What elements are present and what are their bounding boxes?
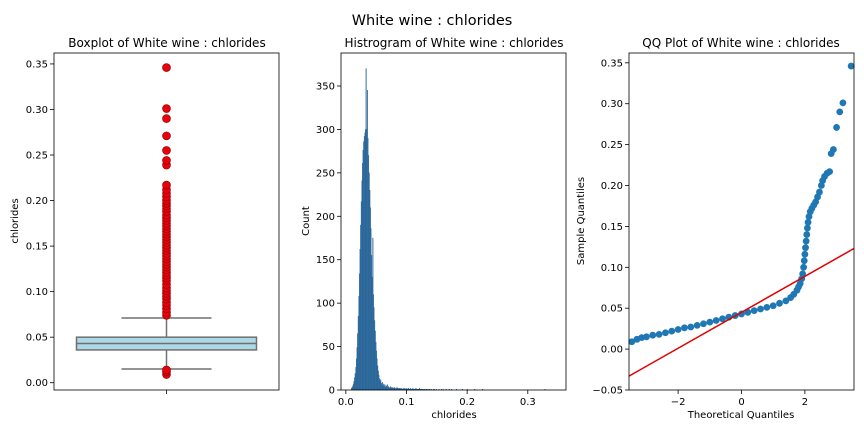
x-tick-label: 0.2 bbox=[459, 397, 475, 408]
qq-point bbox=[763, 303, 771, 311]
boxplot-plot-area: 0.00 0.05 0.10 0.15 0.20 0.25 0.30 0.35 bbox=[26, 52, 280, 394]
qq-point bbox=[674, 326, 682, 333]
qq-point bbox=[649, 331, 657, 339]
qq-point bbox=[628, 338, 636, 346]
histogram-axes-frame bbox=[340, 52, 567, 391]
qq-point bbox=[782, 297, 790, 305]
qq-point bbox=[744, 308, 752, 316]
qq-point bbox=[668, 327, 676, 335]
y-tick-label: 0.00 bbox=[601, 345, 623, 356]
outlier-point bbox=[162, 114, 171, 123]
qq-axes-frame bbox=[628, 52, 855, 391]
outlier-point bbox=[162, 180, 171, 190]
qq-point bbox=[826, 168, 833, 176]
x-tick-label: 0.0 bbox=[338, 397, 354, 408]
qq-plot-area: −0.05 0.00 0.05 0.10 0.15 0.20 0.25 0.30 0.35 −2 0… bbox=[592, 52, 855, 408]
qq-point bbox=[776, 299, 783, 307]
qq-point bbox=[750, 307, 758, 315]
y-tick-label: 100 bbox=[316, 299, 335, 310]
y-tick-label: 0.15 bbox=[601, 222, 623, 233]
outlier-point bbox=[162, 156, 171, 165]
y-tick-label: 250 bbox=[316, 168, 335, 179]
y-tick-label: 0.20 bbox=[26, 196, 48, 207]
outlier-point bbox=[162, 104, 171, 113]
qq-point bbox=[803, 231, 811, 238]
y-tick-label: 300 bbox=[316, 125, 335, 136]
qq-point bbox=[800, 257, 808, 265]
qq-point bbox=[693, 321, 701, 329]
boxplot-title: Boxplot of White wine : chlorides bbox=[68, 36, 265, 50]
y-tick-label: 0.05 bbox=[601, 304, 623, 315]
y-tick-label: 0.35 bbox=[601, 58, 623, 69]
qq-point bbox=[738, 310, 745, 318]
qq-point bbox=[839, 99, 847, 107]
y-tick-label: 50 bbox=[322, 342, 335, 353]
qq-point bbox=[804, 218, 812, 226]
qq-point bbox=[719, 315, 726, 323]
y-tick-label: 0.25 bbox=[601, 140, 623, 151]
y-tick-label: 0.10 bbox=[26, 287, 48, 298]
y-tick-label: 0.15 bbox=[26, 242, 48, 253]
qq-point bbox=[712, 317, 720, 324]
qq-point bbox=[706, 318, 714, 326]
histogram-title: Histrogram of White wine : chlorides bbox=[344, 36, 563, 50]
y-tick-label: 0.10 bbox=[601, 263, 623, 274]
qq-point bbox=[847, 62, 855, 70]
x-tick-label: 0.3 bbox=[520, 397, 536, 408]
qq-point bbox=[655, 330, 663, 338]
qq-point bbox=[681, 324, 688, 332]
boxplot-panel: Boxplot of White wine : chlorides chlori… bbox=[10, 36, 280, 394]
outlier-point bbox=[162, 365, 171, 375]
outlier-point bbox=[162, 63, 171, 72]
y-tick-label: 0.35 bbox=[26, 59, 48, 70]
qq-point bbox=[830, 146, 837, 153]
qq-point bbox=[799, 270, 807, 278]
outlier-point bbox=[162, 131, 171, 141]
qq-plot-title: QQ Plot of White wine : chlorides bbox=[642, 36, 839, 50]
y-tick-label: 0.05 bbox=[26, 333, 48, 344]
boxplot-y-label: chlorides bbox=[10, 198, 21, 243]
y-tick-label: 0.30 bbox=[601, 99, 623, 110]
x-tick-label: 2 bbox=[802, 397, 808, 408]
y-tick-label: 0.25 bbox=[26, 151, 48, 162]
qq-plot-panel: QQ Plot of White wine : chlorides Theore… bbox=[576, 36, 855, 421]
qq-plot-x-label: Theoretical Quantiles bbox=[687, 410, 795, 421]
y-tick-label: 0.30 bbox=[26, 105, 48, 116]
qq-point bbox=[700, 320, 707, 328]
x-tick-label: 0.1 bbox=[399, 397, 415, 408]
qq-point bbox=[801, 250, 809, 258]
qq-point bbox=[769, 302, 777, 310]
y-tick-label: 150 bbox=[316, 255, 335, 266]
qq-point bbox=[816, 188, 823, 196]
qq-point bbox=[662, 329, 669, 337]
histogram-plot-area: 0 50 100 150 200 250 300 350 0.0 0.1 0.2 0.3 bbox=[316, 52, 567, 408]
qq-point bbox=[757, 305, 764, 313]
qq-point bbox=[802, 237, 810, 245]
qq-point bbox=[643, 333, 650, 341]
y-tick-label: 350 bbox=[316, 82, 335, 93]
y-tick-label: 0.20 bbox=[601, 181, 623, 192]
qq-reference-line bbox=[628, 247, 855, 377]
histogram-panel: Histrogram of White wine : chlorides chl… bbox=[301, 36, 567, 421]
y-tick-label: 0 bbox=[329, 386, 335, 397]
y-tick-label: 0.00 bbox=[26, 378, 48, 389]
qq-point bbox=[836, 108, 844, 116]
y-tick-label: 200 bbox=[316, 212, 335, 223]
qq-point bbox=[833, 124, 840, 131]
qq-point bbox=[800, 263, 808, 271]
qq-point bbox=[802, 244, 809, 252]
x-tick-label: 0 bbox=[738, 397, 744, 408]
qq-point bbox=[687, 323, 695, 331]
qq-point bbox=[804, 224, 811, 232]
y-tick-label: −0.05 bbox=[592, 386, 623, 397]
histogram-x-label: chlorides bbox=[431, 410, 476, 421]
figure-title: White wine : chlorides bbox=[352, 13, 513, 29]
qq-plot-y-label: Sample Quantiles bbox=[576, 177, 587, 265]
x-tick-label: −2 bbox=[671, 397, 686, 408]
histogram-y-label: Count bbox=[301, 206, 312, 236]
outlier-point bbox=[162, 146, 171, 155]
